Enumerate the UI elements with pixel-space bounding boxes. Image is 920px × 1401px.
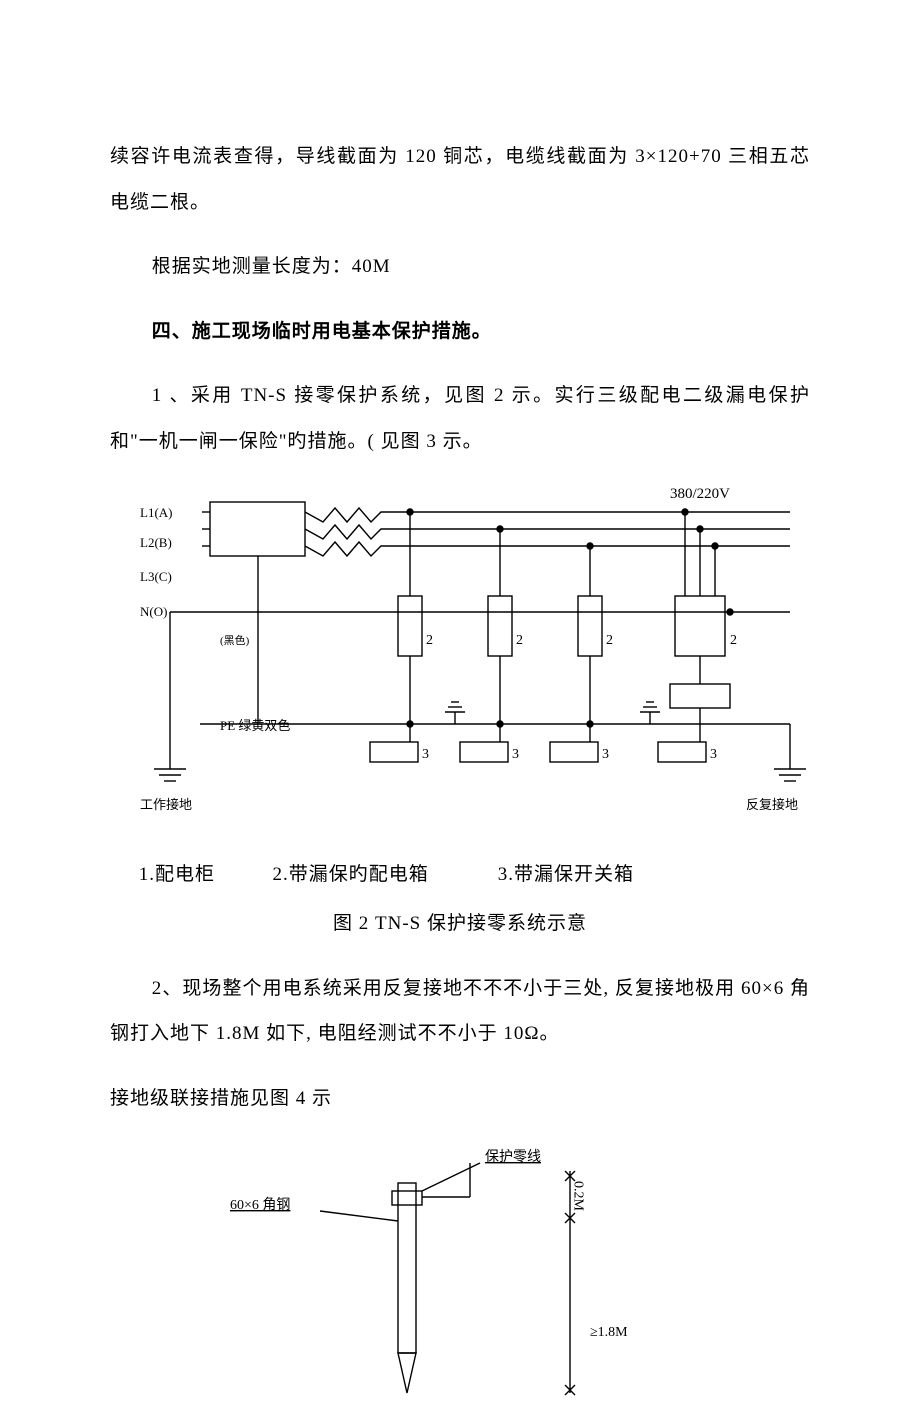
- legend-3: 3.带漏保开关箱: [498, 864, 634, 885]
- label-n-color: (黑色): [220, 633, 250, 647]
- paragraph-5: 接地级联接措施见图 4 示: [110, 1076, 810, 1122]
- tns-diagram: 2 3 2 3: [110, 484, 810, 844]
- fig2-box3-label: 3: [512, 747, 519, 762]
- label-left-ground: 工作接地: [140, 797, 192, 812]
- fig2-box3-label: 3: [602, 747, 609, 762]
- figure-4: 保护零线 60×6 角钢 0.2M ≥1.8M: [170, 1141, 810, 1401]
- figure-2-caption: 图 2 TN-S 保护接零系统示意: [110, 901, 810, 947]
- paragraph-4: 2、现场整个用电系统采用反复接地不不不小于三处, 反复接地极用 60×6 角钢打…: [110, 966, 810, 1057]
- figure-2: 2 3 2 3: [110, 484, 810, 844]
- label-pe: PE 绿黄双色: [220, 718, 290, 733]
- paragraph-1: 续容许电流表查得，导线截面为 120 铜芯，电缆线截面为 3×120+70 三相…: [110, 134, 810, 225]
- fig4-dim-top: 0.2M: [571, 1181, 586, 1212]
- fig2-box3-label: 3: [710, 747, 717, 762]
- legend-2: 2.带漏保旳配电箱: [273, 864, 429, 885]
- paragraph-3: 1 、采用 TN-S 接零保护系统，见图 2 示。实行三级配电二级漏电保护和"一…: [110, 373, 810, 464]
- fig2-box2-label: 2: [426, 633, 433, 648]
- paragraph-2: 根据实地测量长度为：40M: [110, 244, 810, 290]
- label-voltage: 380/220V: [670, 486, 730, 502]
- heading-4: 四、施工现场临时用电基本保护措施。: [110, 309, 810, 355]
- document-page: 续容许电流表查得，导线截面为 120 铜芯，电缆线截面为 3×120+70 三相…: [0, 0, 920, 1302]
- label-right-ground: 反复接地: [746, 797, 798, 812]
- label-l1: L1(A): [140, 505, 173, 520]
- fig2-box2-label: 2: [606, 633, 613, 648]
- legend-1: 1.配电柜: [139, 864, 215, 885]
- label-l2: L2(B): [140, 535, 172, 550]
- label-n: N(O): [140, 604, 167, 619]
- ground-rod-diagram: 保护零线 60×6 角钢 0.2M ≥1.8M: [170, 1141, 730, 1401]
- fig4-label-pe: 保护零线: [485, 1149, 541, 1165]
- fig4-label-steel: 60×6 角钢: [230, 1197, 290, 1213]
- label-l3: L3(C): [140, 569, 172, 584]
- figure-2-legend: 1.配电柜 2.带漏保旳配电箱 3.带漏保开关箱: [110, 852, 810, 898]
- fig2-box2-label: 2: [516, 633, 523, 648]
- fig2-box2-label: 2: [730, 633, 737, 648]
- fig4-dim-bottom: ≥1.8M: [590, 1325, 628, 1340]
- fig2-box3-label: 3: [422, 747, 429, 762]
